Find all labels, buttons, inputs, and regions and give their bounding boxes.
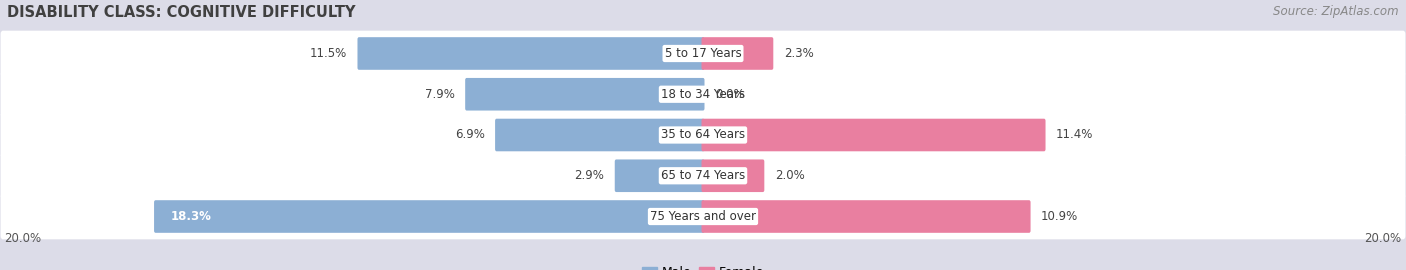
- Text: 6.9%: 6.9%: [454, 129, 485, 141]
- Text: 75 Years and over: 75 Years and over: [650, 210, 756, 223]
- FancyBboxPatch shape: [495, 119, 704, 151]
- FancyBboxPatch shape: [0, 112, 1406, 158]
- Text: 2.0%: 2.0%: [775, 169, 804, 182]
- Text: 18.3%: 18.3%: [170, 210, 211, 223]
- Text: 11.5%: 11.5%: [309, 47, 347, 60]
- FancyBboxPatch shape: [702, 37, 773, 70]
- Text: 10.9%: 10.9%: [1040, 210, 1078, 223]
- Text: 20.0%: 20.0%: [1364, 232, 1402, 245]
- Text: DISABILITY CLASS: COGNITIVE DIFFICULTY: DISABILITY CLASS: COGNITIVE DIFFICULTY: [7, 5, 356, 21]
- FancyBboxPatch shape: [614, 160, 704, 192]
- Text: 5 to 17 Years: 5 to 17 Years: [665, 47, 741, 60]
- Text: 11.4%: 11.4%: [1056, 129, 1094, 141]
- FancyBboxPatch shape: [357, 37, 704, 70]
- FancyBboxPatch shape: [465, 78, 704, 110]
- FancyBboxPatch shape: [0, 194, 1406, 239]
- FancyBboxPatch shape: [702, 160, 765, 192]
- Text: 18 to 34 Years: 18 to 34 Years: [661, 88, 745, 101]
- FancyBboxPatch shape: [0, 72, 1406, 117]
- Text: 2.9%: 2.9%: [575, 169, 605, 182]
- FancyBboxPatch shape: [0, 31, 1406, 76]
- FancyBboxPatch shape: [702, 200, 1031, 233]
- Legend: Male, Female: Male, Female: [637, 261, 769, 270]
- Text: 35 to 64 Years: 35 to 64 Years: [661, 129, 745, 141]
- FancyBboxPatch shape: [155, 200, 704, 233]
- Text: 7.9%: 7.9%: [425, 88, 454, 101]
- Text: Source: ZipAtlas.com: Source: ZipAtlas.com: [1274, 5, 1399, 18]
- Text: 20.0%: 20.0%: [4, 232, 42, 245]
- Text: 65 to 74 Years: 65 to 74 Years: [661, 169, 745, 182]
- Text: 0.0%: 0.0%: [716, 88, 745, 101]
- Text: 2.3%: 2.3%: [783, 47, 814, 60]
- FancyBboxPatch shape: [702, 119, 1046, 151]
- FancyBboxPatch shape: [0, 153, 1406, 198]
